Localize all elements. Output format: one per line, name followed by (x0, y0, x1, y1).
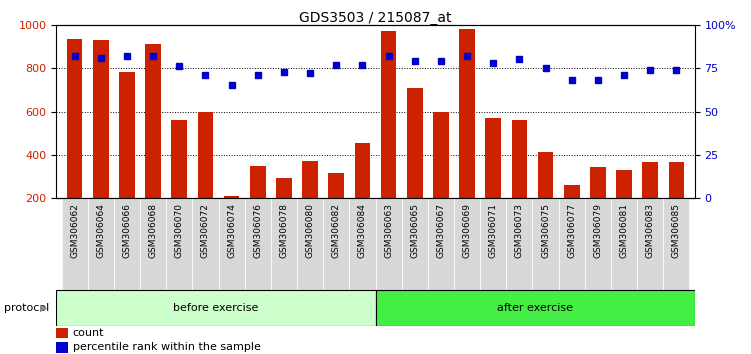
Text: GSM306081: GSM306081 (620, 203, 629, 258)
Text: GSM306066: GSM306066 (122, 203, 131, 258)
Bar (323, 198, 349, 290)
Bar (611, 198, 637, 290)
Text: GSM306069: GSM306069 (463, 203, 472, 258)
Bar (663, 198, 689, 290)
Text: GSM306078: GSM306078 (279, 203, 288, 258)
Text: GSM306077: GSM306077 (567, 203, 576, 258)
Bar (590, 167, 606, 241)
Bar (564, 185, 580, 241)
Bar (67, 39, 83, 241)
Bar (668, 162, 684, 241)
Text: GSM306073: GSM306073 (515, 203, 524, 258)
Bar (433, 112, 449, 241)
Text: percentile rank within the sample: percentile rank within the sample (73, 342, 261, 352)
Text: GSM306064: GSM306064 (96, 203, 105, 258)
Bar (56, 290, 376, 326)
Text: GSM306083: GSM306083 (646, 203, 655, 258)
Bar (381, 31, 397, 241)
Bar (276, 178, 292, 241)
Text: GSM306074: GSM306074 (227, 203, 236, 258)
Text: ▶: ▶ (40, 303, 47, 313)
Bar (349, 198, 376, 290)
Bar (354, 143, 370, 241)
Bar (88, 198, 114, 290)
Bar (454, 198, 480, 290)
Text: GSM306082: GSM306082 (332, 203, 341, 258)
Bar (376, 290, 695, 326)
Text: GSM306068: GSM306068 (149, 203, 158, 258)
Bar (56, 328, 68, 338)
Bar (62, 198, 88, 290)
Text: after exercise: after exercise (497, 303, 573, 313)
Bar (145, 44, 161, 241)
Bar (297, 198, 323, 290)
Bar (250, 166, 266, 241)
Text: GSM306076: GSM306076 (253, 203, 262, 258)
Text: GSM306062: GSM306062 (70, 203, 79, 258)
Bar (224, 196, 240, 241)
Bar (114, 198, 140, 290)
Bar (245, 198, 271, 290)
Text: GSM306065: GSM306065 (410, 203, 419, 258)
Bar (428, 198, 454, 290)
Text: GSM306085: GSM306085 (672, 203, 681, 258)
Text: before exercise: before exercise (173, 303, 258, 313)
Text: GSM306080: GSM306080 (306, 203, 315, 258)
Bar (171, 120, 187, 241)
Bar (119, 73, 135, 241)
Bar (585, 198, 611, 290)
Bar (485, 118, 501, 241)
Bar (302, 161, 318, 241)
Bar (642, 162, 658, 241)
Bar (198, 112, 213, 241)
Text: GSM306070: GSM306070 (175, 203, 184, 258)
Bar (506, 198, 532, 290)
Bar (219, 198, 245, 290)
Text: count: count (73, 328, 104, 338)
Text: GSM306071: GSM306071 (489, 203, 498, 258)
Text: GDS3503 / 215087_at: GDS3503 / 215087_at (299, 11, 452, 25)
Bar (637, 198, 663, 290)
Text: GSM306072: GSM306072 (201, 203, 210, 258)
Bar (532, 198, 559, 290)
Text: GSM306079: GSM306079 (593, 203, 602, 258)
Text: GSM306063: GSM306063 (384, 203, 393, 258)
Bar (480, 198, 506, 290)
Bar (511, 120, 527, 241)
Text: GSM306084: GSM306084 (358, 203, 367, 258)
Bar (192, 198, 219, 290)
Text: GSM306067: GSM306067 (436, 203, 445, 258)
Bar (56, 342, 68, 353)
Bar (140, 198, 166, 290)
Bar (616, 170, 632, 241)
Bar (328, 173, 344, 241)
Bar (407, 88, 423, 241)
Text: GSM306075: GSM306075 (541, 203, 550, 258)
Bar (271, 198, 297, 290)
Bar (166, 198, 192, 290)
Bar (93, 40, 109, 241)
Bar (376, 198, 402, 290)
Bar (459, 29, 475, 241)
Text: protocol: protocol (4, 303, 49, 313)
Bar (559, 198, 585, 290)
Bar (402, 198, 428, 290)
Bar (538, 152, 553, 241)
